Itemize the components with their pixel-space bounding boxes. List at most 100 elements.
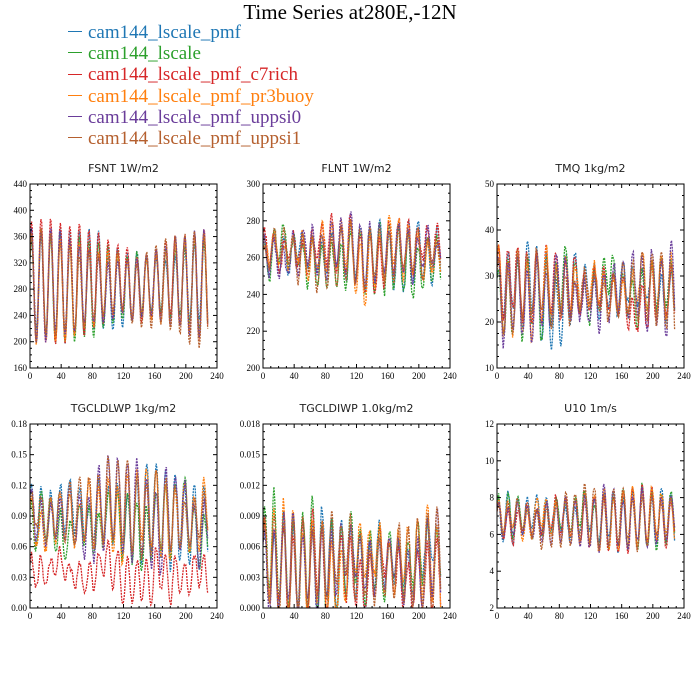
panel-title: TGCLDLWP 1kg/m2 <box>70 402 176 415</box>
x-tick-label: 240 <box>210 611 224 621</box>
x-tick-label: 40 <box>524 371 534 381</box>
figure-title: Time Series at280E,-12N <box>243 0 457 24</box>
y-tick-label: 220 <box>247 326 261 336</box>
series-line <box>30 228 209 349</box>
legend-label: cam144_lscale_pmf <box>88 22 242 43</box>
y-tick-label: 240 <box>14 310 28 320</box>
x-tick-label: 0 <box>261 371 266 381</box>
legend-item: cam144_lscale <box>68 43 314 64</box>
y-tick-label: 0.003 <box>240 572 261 582</box>
x-tick-label: 0 <box>495 371 500 381</box>
series-line <box>263 218 442 294</box>
legend-item: cam144_lscale_pmf <box>68 22 314 43</box>
panel-title: TGCLDIWP 1.0kg/m2 <box>298 402 413 415</box>
y-tick-label: 8 <box>490 493 495 503</box>
legend-label: cam144_lscale_pmf_pr3buoy <box>88 85 314 107</box>
y-tick-label: 0.012 <box>240 480 260 490</box>
panel-title: FLNT 1W/m2 <box>321 162 391 175</box>
x-tick-label: 0 <box>28 371 33 381</box>
legend-item: cam144_lscale_pmf_uppsi0 <box>68 107 314 128</box>
legend-line-icon <box>68 115 82 117</box>
legend-label: cam144_lscale_pmf_c7rich <box>88 64 298 86</box>
y-tick-label: 30 <box>485 271 495 281</box>
legend-line-icon <box>68 73 82 75</box>
series-line <box>497 240 676 349</box>
legend-line-icon <box>68 137 82 139</box>
series-line <box>497 482 676 553</box>
chart-panel: U10 1m/s 0 40 80 120 160 200 240 2 4 6 8 10 12 <box>485 402 691 621</box>
legend-label: cam144_lscale <box>88 43 201 65</box>
x-tick-label: 160 <box>615 371 629 381</box>
x-tick-label: 160 <box>381 371 395 381</box>
y-tick-label: 240 <box>247 289 261 299</box>
y-tick-label: 200 <box>247 363 261 373</box>
y-tick-label: 4 <box>490 566 495 576</box>
y-tick-label: 0.18 <box>11 419 27 429</box>
y-tick-label: 0.03 <box>11 572 27 582</box>
x-tick-label: 120 <box>584 611 598 621</box>
x-tick-label: 160 <box>148 371 162 381</box>
y-tick-label: 2 <box>490 603 495 613</box>
series-line <box>30 455 209 561</box>
legend-item: cam144_lscale_pmf_c7rich <box>68 64 314 85</box>
y-tick-label: 400 <box>14 205 28 215</box>
y-tick-label: 320 <box>14 258 28 268</box>
y-tick-label: 280 <box>247 216 261 226</box>
x-tick-label: 160 <box>148 611 162 621</box>
x-tick-label: 80 <box>88 371 98 381</box>
legend: cam144_lscale_pmf cam144_lscale cam144_l… <box>68 22 314 149</box>
x-tick-label: 200 <box>412 611 426 621</box>
legend-line-icon <box>68 52 82 54</box>
plot-frame <box>29 423 218 609</box>
chart-panel: FSNT 1W/m2 0 40 80 120 160 200 240 160 200 240 280 3… <box>14 162 225 381</box>
x-tick-label: 80 <box>321 611 331 621</box>
x-tick-label: 120 <box>584 371 598 381</box>
y-tick-label: 440 <box>14 179 28 189</box>
x-tick-label: 200 <box>412 371 426 381</box>
legend-line-icon <box>68 31 82 33</box>
x-tick-label: 120 <box>350 371 364 381</box>
y-tick-label: 40 <box>485 225 495 235</box>
legend-line-icon <box>68 94 82 96</box>
x-tick-label: 120 <box>117 371 131 381</box>
y-tick-label: 50 <box>485 179 495 189</box>
y-tick-label: 160 <box>14 363 28 373</box>
y-tick-label: 0.009 <box>240 511 261 521</box>
panel-title: FSNT 1W/m2 <box>88 162 159 175</box>
x-tick-label: 0 <box>495 611 500 621</box>
x-tick-label: 0 <box>28 611 33 621</box>
legend-label: cam144_lscale_pmf_uppsi0 <box>88 106 302 128</box>
y-tick-label: 0.12 <box>11 480 27 490</box>
y-tick-label: 10 <box>485 456 495 466</box>
x-tick-label: 80 <box>555 371 565 381</box>
y-tick-label: 200 <box>14 337 28 347</box>
series-line <box>263 486 442 608</box>
x-tick-label: 160 <box>615 611 629 621</box>
y-tick-label: 0.06 <box>11 542 27 552</box>
y-tick-label: 0.15 <box>11 450 27 460</box>
y-tick-label: 260 <box>247 253 261 263</box>
x-tick-label: 80 <box>321 371 331 381</box>
series-line <box>30 229 209 345</box>
legend-item: cam144_lscale_pmf_uppsi1 <box>68 128 314 149</box>
panel-title: TMQ 1kg/m2 <box>554 162 625 175</box>
panel-title: U10 1m/s <box>564 402 617 415</box>
x-tick-label: 40 <box>57 611 67 621</box>
x-tick-label: 240 <box>677 611 691 621</box>
y-tick-label: 10 <box>485 363 495 373</box>
series-line <box>30 538 209 607</box>
x-tick-label: 120 <box>117 611 131 621</box>
y-tick-label: 0.006 <box>240 542 261 552</box>
chart-panel: TMQ 1kg/m2 0 40 80 120 160 200 240 10 20 30 40 50 <box>485 162 691 381</box>
x-tick-label: 240 <box>443 611 457 621</box>
series-line <box>30 468 209 567</box>
x-tick-label: 80 <box>88 611 98 621</box>
y-tick-label: 360 <box>14 232 28 242</box>
x-tick-label: 240 <box>677 371 691 381</box>
chart-panel: TGCLDLWP 1kg/m2 0 40 80 120 160 200 240 0.00 0.03… <box>11 402 224 621</box>
x-tick-label: 40 <box>290 611 300 621</box>
y-tick-label: 0.09 <box>11 511 27 521</box>
series-line <box>263 508 442 608</box>
series-line <box>30 227 209 343</box>
